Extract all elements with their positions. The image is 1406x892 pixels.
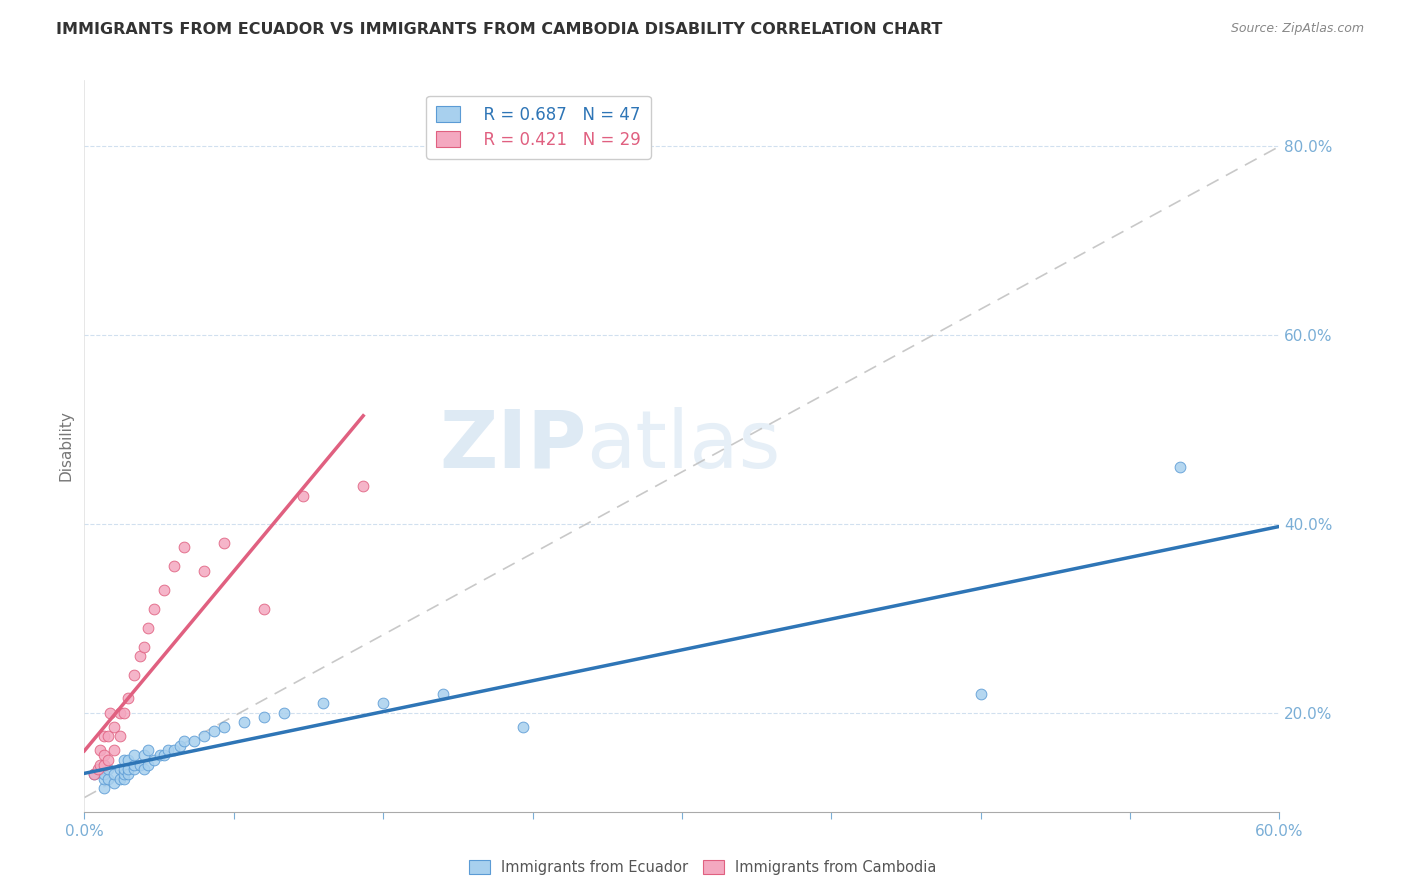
Point xyxy=(98,706,121,720)
Point xyxy=(129,757,152,772)
Point xyxy=(83,767,105,781)
Text: Source: ZipAtlas.com: Source: ZipAtlas.com xyxy=(1230,22,1364,36)
Point xyxy=(169,739,191,753)
Point xyxy=(93,729,115,743)
Point xyxy=(89,762,111,776)
Text: IMMIGRANTS FROM ECUADOR VS IMMIGRANTS FROM CAMBODIA DISABILITY CORRELATION CHART: IMMIGRANTS FROM ECUADOR VS IMMIGRANTS FR… xyxy=(56,22,942,37)
Point xyxy=(153,748,176,763)
Point xyxy=(93,748,115,763)
Point xyxy=(103,720,125,734)
Point xyxy=(97,762,120,776)
Point xyxy=(136,757,159,772)
Point xyxy=(93,772,115,786)
Point xyxy=(212,720,235,734)
Point xyxy=(89,743,111,757)
Point xyxy=(112,772,135,786)
Y-axis label: Disability: Disability xyxy=(58,410,73,482)
Point xyxy=(93,781,115,796)
Point xyxy=(163,743,186,757)
Point xyxy=(212,535,235,549)
Point xyxy=(97,753,120,767)
Point xyxy=(93,757,115,772)
Point xyxy=(136,621,159,635)
Point xyxy=(202,724,225,739)
Point xyxy=(193,729,215,743)
Point xyxy=(110,772,132,786)
Point xyxy=(117,762,139,776)
Point xyxy=(132,762,156,776)
Point xyxy=(93,767,115,781)
Point xyxy=(110,762,132,776)
Point xyxy=(97,772,120,786)
Point xyxy=(1168,460,1191,475)
Point xyxy=(112,753,135,767)
Point xyxy=(173,541,195,555)
Point xyxy=(232,714,254,729)
Point xyxy=(112,706,135,720)
Point xyxy=(136,743,159,757)
Point xyxy=(512,720,534,734)
Point xyxy=(89,757,111,772)
Point xyxy=(103,776,125,790)
Point xyxy=(970,687,993,701)
Point xyxy=(122,668,145,682)
Point xyxy=(143,753,166,767)
Point xyxy=(132,640,156,654)
Point xyxy=(97,729,120,743)
Point xyxy=(292,489,315,503)
Legend: Immigrants from Ecuador, Immigrants from Cambodia: Immigrants from Ecuador, Immigrants from… xyxy=(464,855,942,880)
Point xyxy=(253,710,276,724)
Point xyxy=(103,767,125,781)
Point xyxy=(110,706,132,720)
Legend:   R = 0.687   N = 47,   R = 0.421   N = 29: R = 0.687 N = 47, R = 0.421 N = 29 xyxy=(426,96,651,159)
Point xyxy=(132,748,156,763)
Point xyxy=(273,706,295,720)
Point xyxy=(87,762,110,776)
Point xyxy=(122,748,145,763)
Point xyxy=(312,696,335,710)
Point xyxy=(129,648,152,663)
Point xyxy=(122,757,145,772)
Point xyxy=(117,691,139,706)
Point xyxy=(193,564,215,578)
Point xyxy=(352,479,374,493)
Text: atlas: atlas xyxy=(586,407,780,485)
Point xyxy=(122,762,145,776)
Point xyxy=(103,743,125,757)
Point xyxy=(253,602,276,616)
Point xyxy=(149,748,172,763)
Point xyxy=(110,729,132,743)
Point xyxy=(163,559,186,574)
Point xyxy=(373,696,395,710)
Point xyxy=(83,767,105,781)
Point xyxy=(432,687,454,701)
Point xyxy=(117,753,139,767)
Point xyxy=(93,757,115,772)
Point xyxy=(117,767,139,781)
Point xyxy=(112,767,135,781)
Point xyxy=(157,743,180,757)
Point xyxy=(112,762,135,776)
Point xyxy=(143,602,166,616)
Point xyxy=(183,734,205,748)
Text: ZIP: ZIP xyxy=(439,407,586,485)
Point xyxy=(173,734,195,748)
Point xyxy=(153,582,176,597)
